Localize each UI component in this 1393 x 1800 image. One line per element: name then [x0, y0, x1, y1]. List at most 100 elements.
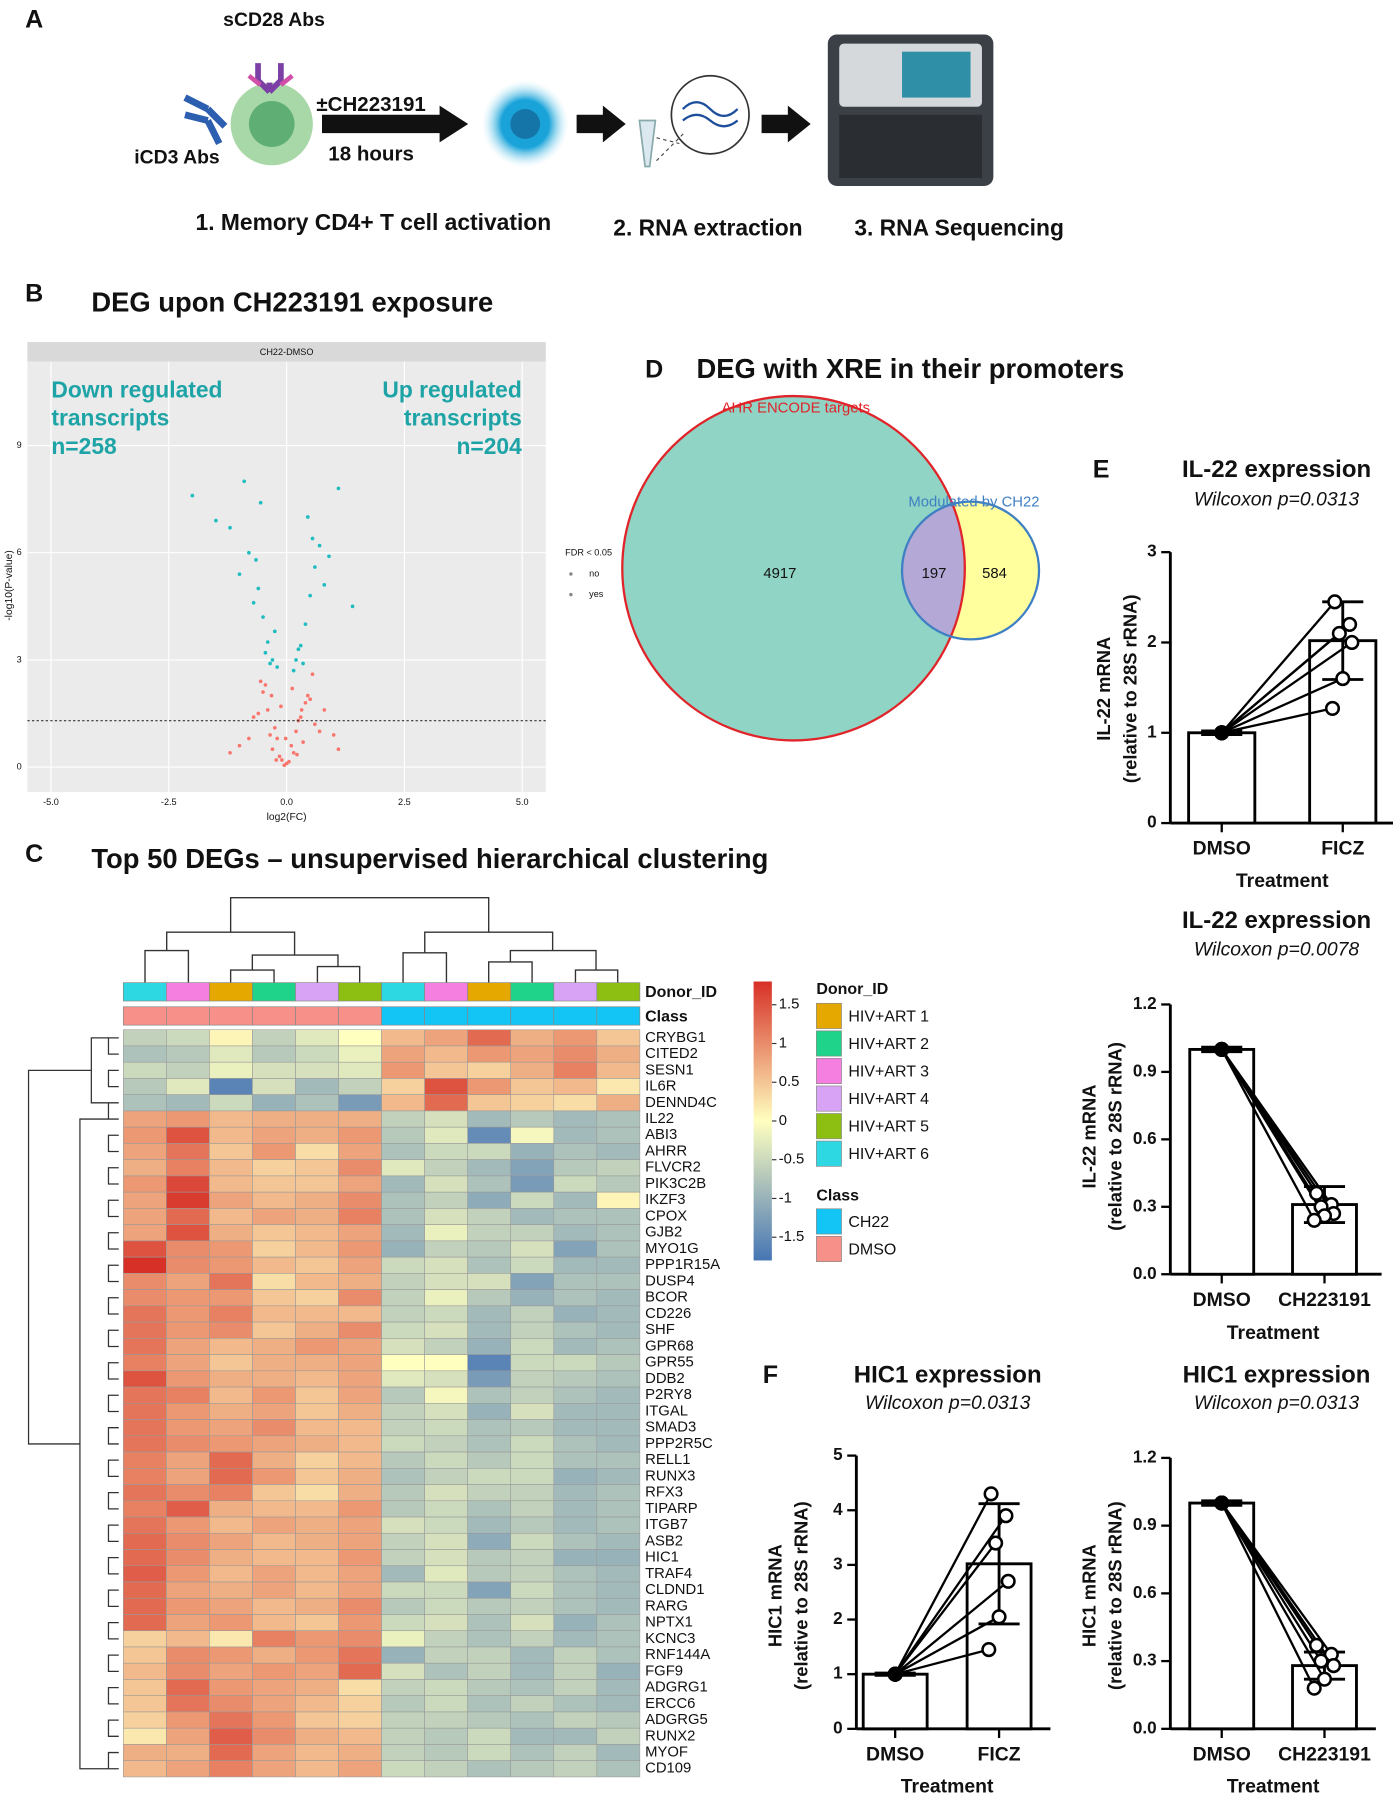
data-point [1344, 634, 1360, 651]
legend-title: FDR < 0.05 [565, 548, 612, 558]
gene-label: DENND4C [645, 1095, 717, 1111]
heatmap-cell [166, 1354, 210, 1372]
heatmap-cell [338, 1532, 382, 1550]
heatmap-cell [166, 1679, 210, 1696]
data-point [268, 661, 272, 666]
legend-label: HIV+ART 4 [848, 1090, 929, 1108]
heatmap-cell [123, 1305, 167, 1323]
heatmap-cell [553, 1338, 598, 1355]
heatmap-cell [166, 1191, 210, 1209]
heatmap-cell [510, 1419, 555, 1437]
data-point [301, 740, 305, 744]
heatmap-cell [252, 1630, 296, 1648]
heatmap-cell [553, 1662, 598, 1680]
heatmap-cell [252, 1451, 296, 1469]
heatmap-cell [295, 1419, 339, 1437]
legend-swatch [816, 1236, 842, 1262]
heatmap-cell [295, 1143, 339, 1160]
heatmap-cell [596, 1159, 641, 1177]
heatmap-cell [381, 1468, 425, 1485]
heatmap-cell [295, 1435, 339, 1453]
heatmap-cell [252, 1338, 296, 1355]
data-point [228, 750, 232, 755]
heatmap-cell [553, 1370, 598, 1388]
chart-title: IL-22 expression [1182, 456, 1371, 483]
heatmap-cell [338, 1175, 382, 1193]
antibody-label: sCD28 Abs [223, 9, 325, 31]
heatmap-cell [424, 1289, 468, 1307]
heatmap-cell [381, 1597, 425, 1615]
duration-label: 18 hours [328, 142, 414, 165]
heatmap-cell [166, 1435, 210, 1453]
venn-count: 584 [982, 566, 1007, 582]
heatmap-cell [209, 1760, 253, 1778]
paired-line [1220, 632, 1341, 734]
data-point [1306, 1212, 1322, 1228]
x-tick-label: DMSO [1193, 1743, 1251, 1765]
heatmap-cell [123, 1662, 167, 1680]
heatmap-cell [596, 1484, 641, 1502]
gene-label: ERCC6 [645, 1696, 695, 1712]
heatmap-cell [338, 1110, 382, 1128]
data-point [242, 479, 247, 484]
heatmap-cell [295, 1159, 339, 1177]
heatmap-cell [553, 1614, 598, 1632]
x-tick-label: 5.0 [516, 797, 529, 807]
heatmap-cell [295, 1711, 339, 1729]
heatmap-cell [166, 1760, 210, 1778]
heatmap-cell [166, 1289, 210, 1307]
heatmap-cell [424, 1224, 468, 1242]
heatmap-cell [123, 1565, 167, 1583]
heatmap-cell [510, 1549, 555, 1567]
heatmap-cell [467, 1240, 512, 1258]
heatmap-cell [596, 1500, 641, 1518]
gene-label: RFX3 [645, 1485, 683, 1501]
heatmap-cell [424, 1143, 468, 1160]
heatmap-cell [510, 1061, 555, 1079]
x-axis-label: Treatment [1236, 870, 1329, 892]
heatmap-cell [166, 1662, 210, 1680]
class-cell [122, 1006, 167, 1026]
heatmap-cell [252, 1078, 296, 1095]
heatmap-cell [381, 1208, 425, 1225]
heatmap-cell [295, 1354, 339, 1372]
heatmap-cell [381, 1695, 425, 1713]
data-point [290, 686, 295, 691]
heatmap-cell [381, 1386, 425, 1404]
y-axis-label: HIC1 mRNA [764, 1544, 785, 1647]
heatmap-cell [510, 1045, 555, 1063]
heatmap-cell [338, 1630, 382, 1648]
heatmap-cell [123, 1516, 167, 1534]
heatmap-cell [252, 1614, 296, 1632]
data-point [274, 758, 279, 762]
heatmap-cell [338, 1549, 382, 1567]
heatmap-cell [381, 1110, 425, 1128]
heatmap-cell [338, 1321, 382, 1339]
heatmap-cell [553, 1516, 598, 1534]
data-point [283, 736, 288, 741]
heatmap-cell [338, 1484, 382, 1502]
heatmap-cell [424, 1386, 468, 1404]
heatmap-cell [209, 1565, 253, 1583]
heatmap-cell [553, 1581, 598, 1599]
heatmap-cell [295, 1175, 339, 1193]
heatmap-cell [295, 1760, 339, 1778]
heatmap-cell [166, 1029, 210, 1047]
heatmap-cell [252, 1386, 296, 1404]
heatmap-cell [338, 1094, 382, 1112]
gene-label: CITED2 [645, 1046, 698, 1062]
heatmap-cell [209, 1126, 253, 1144]
heatmap-cell [596, 1305, 641, 1323]
heatmap-cell [553, 1354, 598, 1372]
colorbar-label: 0.5 [779, 1074, 800, 1090]
heatmap-cell [381, 1094, 425, 1112]
heatmap-cell [424, 1549, 468, 1567]
heatmap-cell [553, 1565, 598, 1583]
heatmap-cell [123, 1094, 167, 1112]
heatmap-cell [424, 1679, 468, 1696]
heatmap-cell [467, 1159, 512, 1177]
data-point [256, 586, 261, 591]
heatmap-cell [510, 1094, 555, 1112]
heatmap-cell [510, 1273, 555, 1290]
